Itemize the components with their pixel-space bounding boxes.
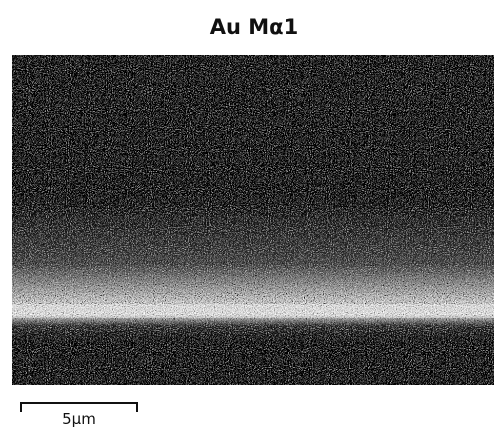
scale-bar (20, 402, 138, 412)
band-core (12, 304, 494, 318)
map-bright-band (12, 200, 494, 340)
map-title: Au Mα1 (210, 15, 298, 39)
eds-map-image (12, 55, 494, 385)
scale-bar-label: 5μm (62, 410, 96, 428)
